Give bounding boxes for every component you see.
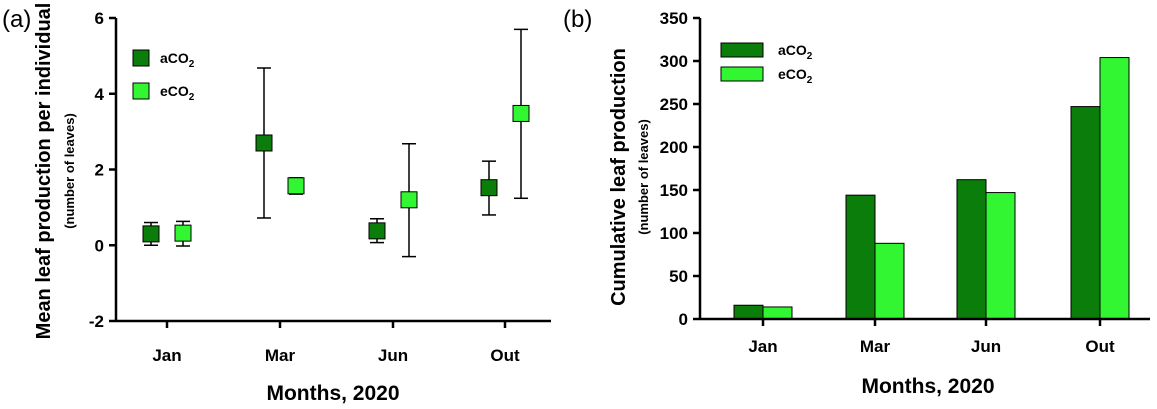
panel-b-x-tick-label: Jan <box>748 337 777 356</box>
panel-a-ylabel-unit: (number of leaves) <box>62 113 77 229</box>
panel-a-y-tick-label: 2 <box>95 161 104 180</box>
panel-b-bar <box>1070 106 1101 320</box>
panel-b-y-tick-label: 300 <box>660 52 688 71</box>
panel-b-bar <box>733 304 764 320</box>
panel-a-y-tick-label: 6 <box>95 9 104 28</box>
panel-a-y-tick-label: -2 <box>89 312 104 331</box>
panel-b-y-tick-label: 100 <box>660 224 688 243</box>
panel-a-legend-label: aCO2 <box>160 50 195 70</box>
panel-a-legend-swatch <box>132 49 150 67</box>
panel-a-x-tick-label: Mar <box>265 346 296 365</box>
panel-a-y-tick-label: 4 <box>95 85 105 104</box>
panel-a-point <box>255 134 273 152</box>
panel-a-point <box>368 222 386 240</box>
panel-a-point <box>400 191 418 209</box>
panel-b-bar <box>762 306 793 320</box>
panel-a-point <box>142 225 160 243</box>
panel-b-bar <box>845 194 876 320</box>
panel-a-legend-label: eCO2 <box>160 83 195 103</box>
panel-b-bar <box>1099 57 1130 320</box>
panel-b-x-tick-label: Mar <box>860 337 891 356</box>
panel-a-point <box>287 177 305 195</box>
panel-a-x-tick-label: Out <box>490 346 520 365</box>
panel-b-legend-label: eCO2 <box>778 66 813 86</box>
panel-a-point <box>512 104 530 122</box>
panel-b-plot: 0 50 100 150 200 250 300 350 aCO2 eCO2 Jan Mar Jun Ou… <box>660 9 1150 356</box>
panel-a-legend-swatch <box>132 82 150 100</box>
panel-b-x-tick-label: Out <box>1085 337 1115 356</box>
panel-a-y-tick-label: 0 <box>95 236 104 255</box>
panel-b-y-tick-label: 150 <box>660 181 688 200</box>
panel-b-y-tick-label: 250 <box>660 95 688 114</box>
panel-a-x-tick-label: Jan <box>152 346 181 365</box>
panel-b-x-tick-label: Jun <box>971 337 1001 356</box>
panel-b-ylabel: Cumulative leaf production <box>608 48 630 306</box>
panel-b-legend-swatch <box>720 42 764 58</box>
panel-b-y-tick-label: 50 <box>669 267 688 286</box>
panel-b-bar <box>956 179 987 320</box>
panel-a-x-tick-label: Jun <box>378 346 408 365</box>
panel-b-ylabel-unit: (number of leaves) <box>636 119 651 235</box>
panel-b-legend-swatch <box>720 66 764 82</box>
panel-b-xlabel: Months, 2020 <box>861 375 994 398</box>
panel-a-ylabel: Mean leaf production per individual <box>33 3 55 340</box>
panel-a-xlabel: Months, 2020 <box>266 382 399 405</box>
panel-b-legend-label: aCO2 <box>778 42 813 62</box>
panel-b-bar <box>985 192 1016 320</box>
panel-a-point <box>174 224 192 242</box>
panel-a-point <box>480 179 498 197</box>
panel-b-label: (b) <box>563 6 592 33</box>
panel-a-plot: -2 0 2 4 6 Jan Mar Jun Out aCO2 eCO2 <box>89 9 551 365</box>
panel-b-y-tick-label: 200 <box>660 138 688 157</box>
panel-b-y-tick-label: 350 <box>660 9 688 28</box>
panel-b-bar <box>874 242 905 320</box>
panel-b-y-tick-label: 0 <box>679 310 688 329</box>
panel-a-label: (a) <box>2 6 31 33</box>
